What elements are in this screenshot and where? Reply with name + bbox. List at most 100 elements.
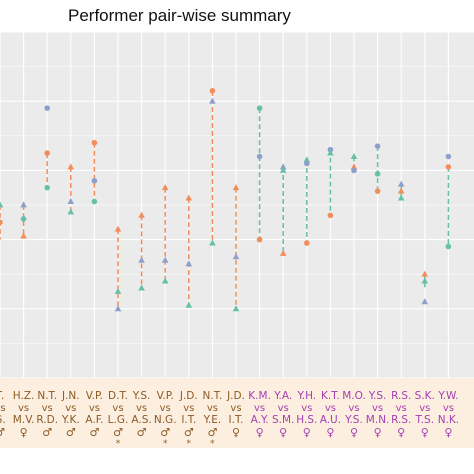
data-point: [279, 249, 287, 256]
x-tick-vs: vs: [230, 403, 241, 414]
data-point: [256, 153, 263, 160]
data-point: [44, 150, 50, 156]
gender-symbol: ♀: [279, 426, 287, 439]
data-point: [67, 208, 75, 215]
x-tick-partner: R.S.: [391, 414, 411, 426]
x-tick-label: J.D.: [226, 390, 245, 402]
x-tick-partner: N.K.: [438, 414, 459, 426]
data-point: [397, 180, 405, 187]
data-point: [20, 216, 27, 222]
data-point: [350, 163, 358, 170]
x-tick-label: Y.H.: [296, 390, 316, 402]
data-point: [374, 143, 381, 149]
x-tick-partner: A.S.: [131, 414, 151, 426]
gender-symbol: ♀: [374, 426, 382, 439]
gender-symbol: ♂: [113, 426, 123, 439]
x-tick-vs: vs: [301, 403, 312, 414]
x-tick-vs: vs: [372, 403, 383, 414]
x-tick-vs: vs: [136, 403, 147, 414]
x-tick-label: K.M.: [248, 390, 271, 402]
x-tick-vs: vs: [443, 403, 454, 414]
x-tick-partner: G.: [0, 414, 6, 426]
x-tick-partner: A.F.: [85, 414, 103, 426]
data-point: [114, 287, 122, 294]
data-point: [232, 253, 240, 260]
data-point: [445, 153, 452, 160]
x-tick-label: Y.S.: [132, 390, 151, 402]
x-tick-vs: vs: [254, 403, 265, 414]
gender-symbol: ♀: [232, 426, 240, 439]
x-tick-partner: Y.K.: [61, 414, 80, 426]
data-point: [279, 163, 287, 170]
x-tick-vs: vs: [325, 403, 336, 414]
data-point: [421, 277, 429, 284]
x-tick-partner: Y.E.: [203, 414, 222, 426]
x-tick-vs: vs: [207, 403, 218, 414]
data-point: [256, 105, 263, 111]
x-tick-partner: H.S.: [296, 414, 317, 426]
data-point: [44, 105, 50, 111]
significance-star: *: [187, 439, 192, 449]
data-point: [256, 236, 263, 243]
x-tick-partner: L.G.: [108, 414, 129, 426]
x-tick-vs: vs: [42, 403, 53, 414]
data-point: [138, 284, 145, 291]
gender-symbol: ♀: [326, 426, 334, 439]
data-point: [232, 184, 240, 191]
gender-symbol: ♀: [256, 426, 264, 439]
x-tick-partner: I.T.: [229, 414, 244, 426]
data-point: [397, 194, 405, 201]
data-point: [209, 239, 216, 246]
data-point: [421, 298, 429, 305]
label-strip: [0, 378, 474, 448]
gender-symbol: ♂: [0, 426, 5, 439]
x-tick-vs: vs: [348, 403, 359, 414]
x-tick-label: Y.A.: [273, 390, 292, 402]
x-tick-label: H.Z.: [13, 390, 35, 402]
x-tick-partner: Y.S.: [344, 414, 363, 426]
x-tick-vs: vs: [396, 403, 407, 414]
x-tick-label: D.T.: [108, 390, 128, 402]
data-point: [67, 197, 75, 204]
data-point: [44, 184, 50, 191]
data-point: [161, 277, 169, 284]
x-tick-label: K.T.: [321, 390, 340, 402]
data-point: [279, 166, 287, 173]
x-tick-label: Y.W.: [437, 390, 458, 402]
data-point: [185, 301, 193, 308]
data-point: [114, 225, 122, 232]
x-tick-partner: T.S.: [415, 414, 435, 426]
data-point: [374, 171, 381, 177]
x-tick-partner: N.G.: [154, 414, 177, 426]
data-point: [0, 201, 4, 208]
data-point: [138, 256, 145, 263]
data-point: [161, 256, 169, 263]
x-tick-partner: A.U.: [320, 414, 341, 426]
data-point: [209, 88, 216, 94]
data-point: [161, 184, 169, 191]
significance-star: *: [116, 439, 121, 449]
x-tick-vs: vs: [160, 403, 171, 414]
data-point: [445, 243, 452, 250]
x-tick-label: R.S.: [391, 390, 411, 402]
data-point: [232, 305, 240, 312]
x-tick-partner: R.D.: [36, 414, 58, 426]
x-tick-partner: M.N.: [366, 414, 390, 426]
data-point: [185, 260, 193, 267]
x-tick-partner: I.T.: [181, 414, 196, 426]
x-tick-label: T.: [0, 390, 4, 402]
gender-symbol: ♂: [89, 426, 99, 439]
data-point: [351, 167, 357, 174]
data-point: [114, 305, 122, 312]
x-tick-label: N.T.: [203, 390, 223, 402]
x-tick-vs: vs: [65, 403, 76, 414]
data-point: [0, 219, 3, 226]
gender-symbol: ♀: [20, 426, 28, 439]
x-tick-vs: vs: [89, 403, 100, 414]
data-point: [303, 156, 311, 163]
gender-symbol: ♀: [421, 426, 429, 439]
x-tick-label: V.P.: [86, 390, 103, 402]
x-tick-partner: M.V.: [13, 414, 35, 426]
data-point: [421, 270, 429, 277]
x-tick-label: M.O.: [342, 390, 366, 402]
